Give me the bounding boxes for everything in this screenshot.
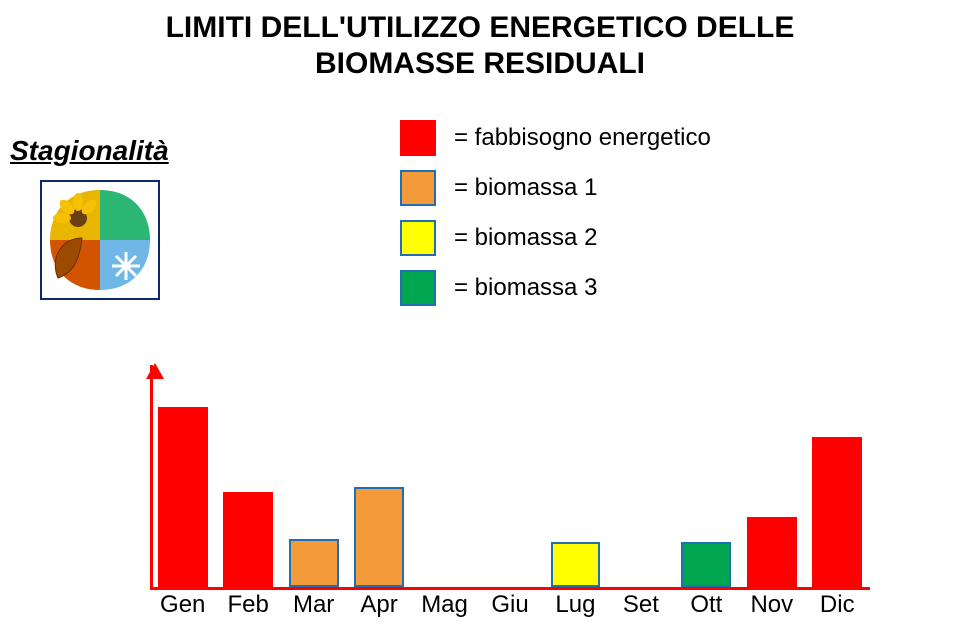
- stagionalita-label: Stagionalità: [10, 135, 169, 167]
- bar-slot: [477, 377, 542, 587]
- legend-item: = biomassa 3: [400, 270, 711, 306]
- x-labels: GenFebMarAprMagGiuLugSetOttNovDic: [150, 591, 870, 619]
- bar-slot: [281, 377, 346, 587]
- x-label: Lug: [543, 591, 608, 619]
- legend-label: = biomassa 1: [454, 174, 597, 202]
- bar: [354, 487, 404, 587]
- bar: [681, 542, 731, 587]
- x-label: Ott: [674, 591, 739, 619]
- bar-slot: [215, 377, 280, 587]
- legend-label: = biomassa 2: [454, 224, 597, 252]
- x-label: Dic: [805, 591, 870, 619]
- x-label: Feb: [215, 591, 280, 619]
- x-axis: [150, 587, 870, 590]
- legend-label: = fabbisogno energetico: [454, 124, 711, 152]
- legend-swatch-icon: [400, 120, 436, 156]
- bar: [289, 539, 339, 587]
- bar-slot: [543, 377, 608, 587]
- x-label: Mar: [281, 591, 346, 619]
- legend-swatch-icon: [400, 170, 436, 206]
- bar-slot: [608, 377, 673, 587]
- bar: [551, 542, 601, 587]
- x-label: Nov: [739, 591, 804, 619]
- bar: [158, 407, 208, 587]
- x-label: Apr: [346, 591, 411, 619]
- legend-item: = biomassa 2: [400, 220, 711, 256]
- legend-swatch-icon: [400, 270, 436, 306]
- legend-label: = biomassa 3: [454, 274, 597, 302]
- seasons-icon: [40, 180, 160, 300]
- bar-slot: [674, 377, 739, 587]
- bar: [812, 437, 862, 587]
- page-title: LIMITI DELL'UTILIZZO ENERGETICO DELLE BI…: [0, 10, 960, 82]
- bar-slot: [739, 377, 804, 587]
- bar: [747, 517, 797, 587]
- legend: = fabbisogno energetico = biomassa 1 = b…: [400, 120, 711, 320]
- bar: [223, 492, 273, 587]
- bar-slot: [150, 377, 215, 587]
- legend-item: = biomassa 1: [400, 170, 711, 206]
- legend-item: = fabbisogno energetico: [400, 120, 711, 156]
- x-label: Mag: [412, 591, 477, 619]
- bar-slot: [346, 377, 411, 587]
- bar-slot: [805, 377, 870, 587]
- slide-root: LIMITI DELL'UTILIZZO ENERGETICO DELLE BI…: [0, 0, 960, 640]
- bar-chart: GenFebMarAprMagGiuLugSetOttNovDic: [150, 365, 870, 615]
- bars-container: [150, 377, 870, 587]
- bar-slot: [412, 377, 477, 587]
- x-label: Set: [608, 591, 673, 619]
- x-label: Gen: [150, 591, 215, 619]
- x-label: Giu: [477, 591, 542, 619]
- legend-swatch-icon: [400, 220, 436, 256]
